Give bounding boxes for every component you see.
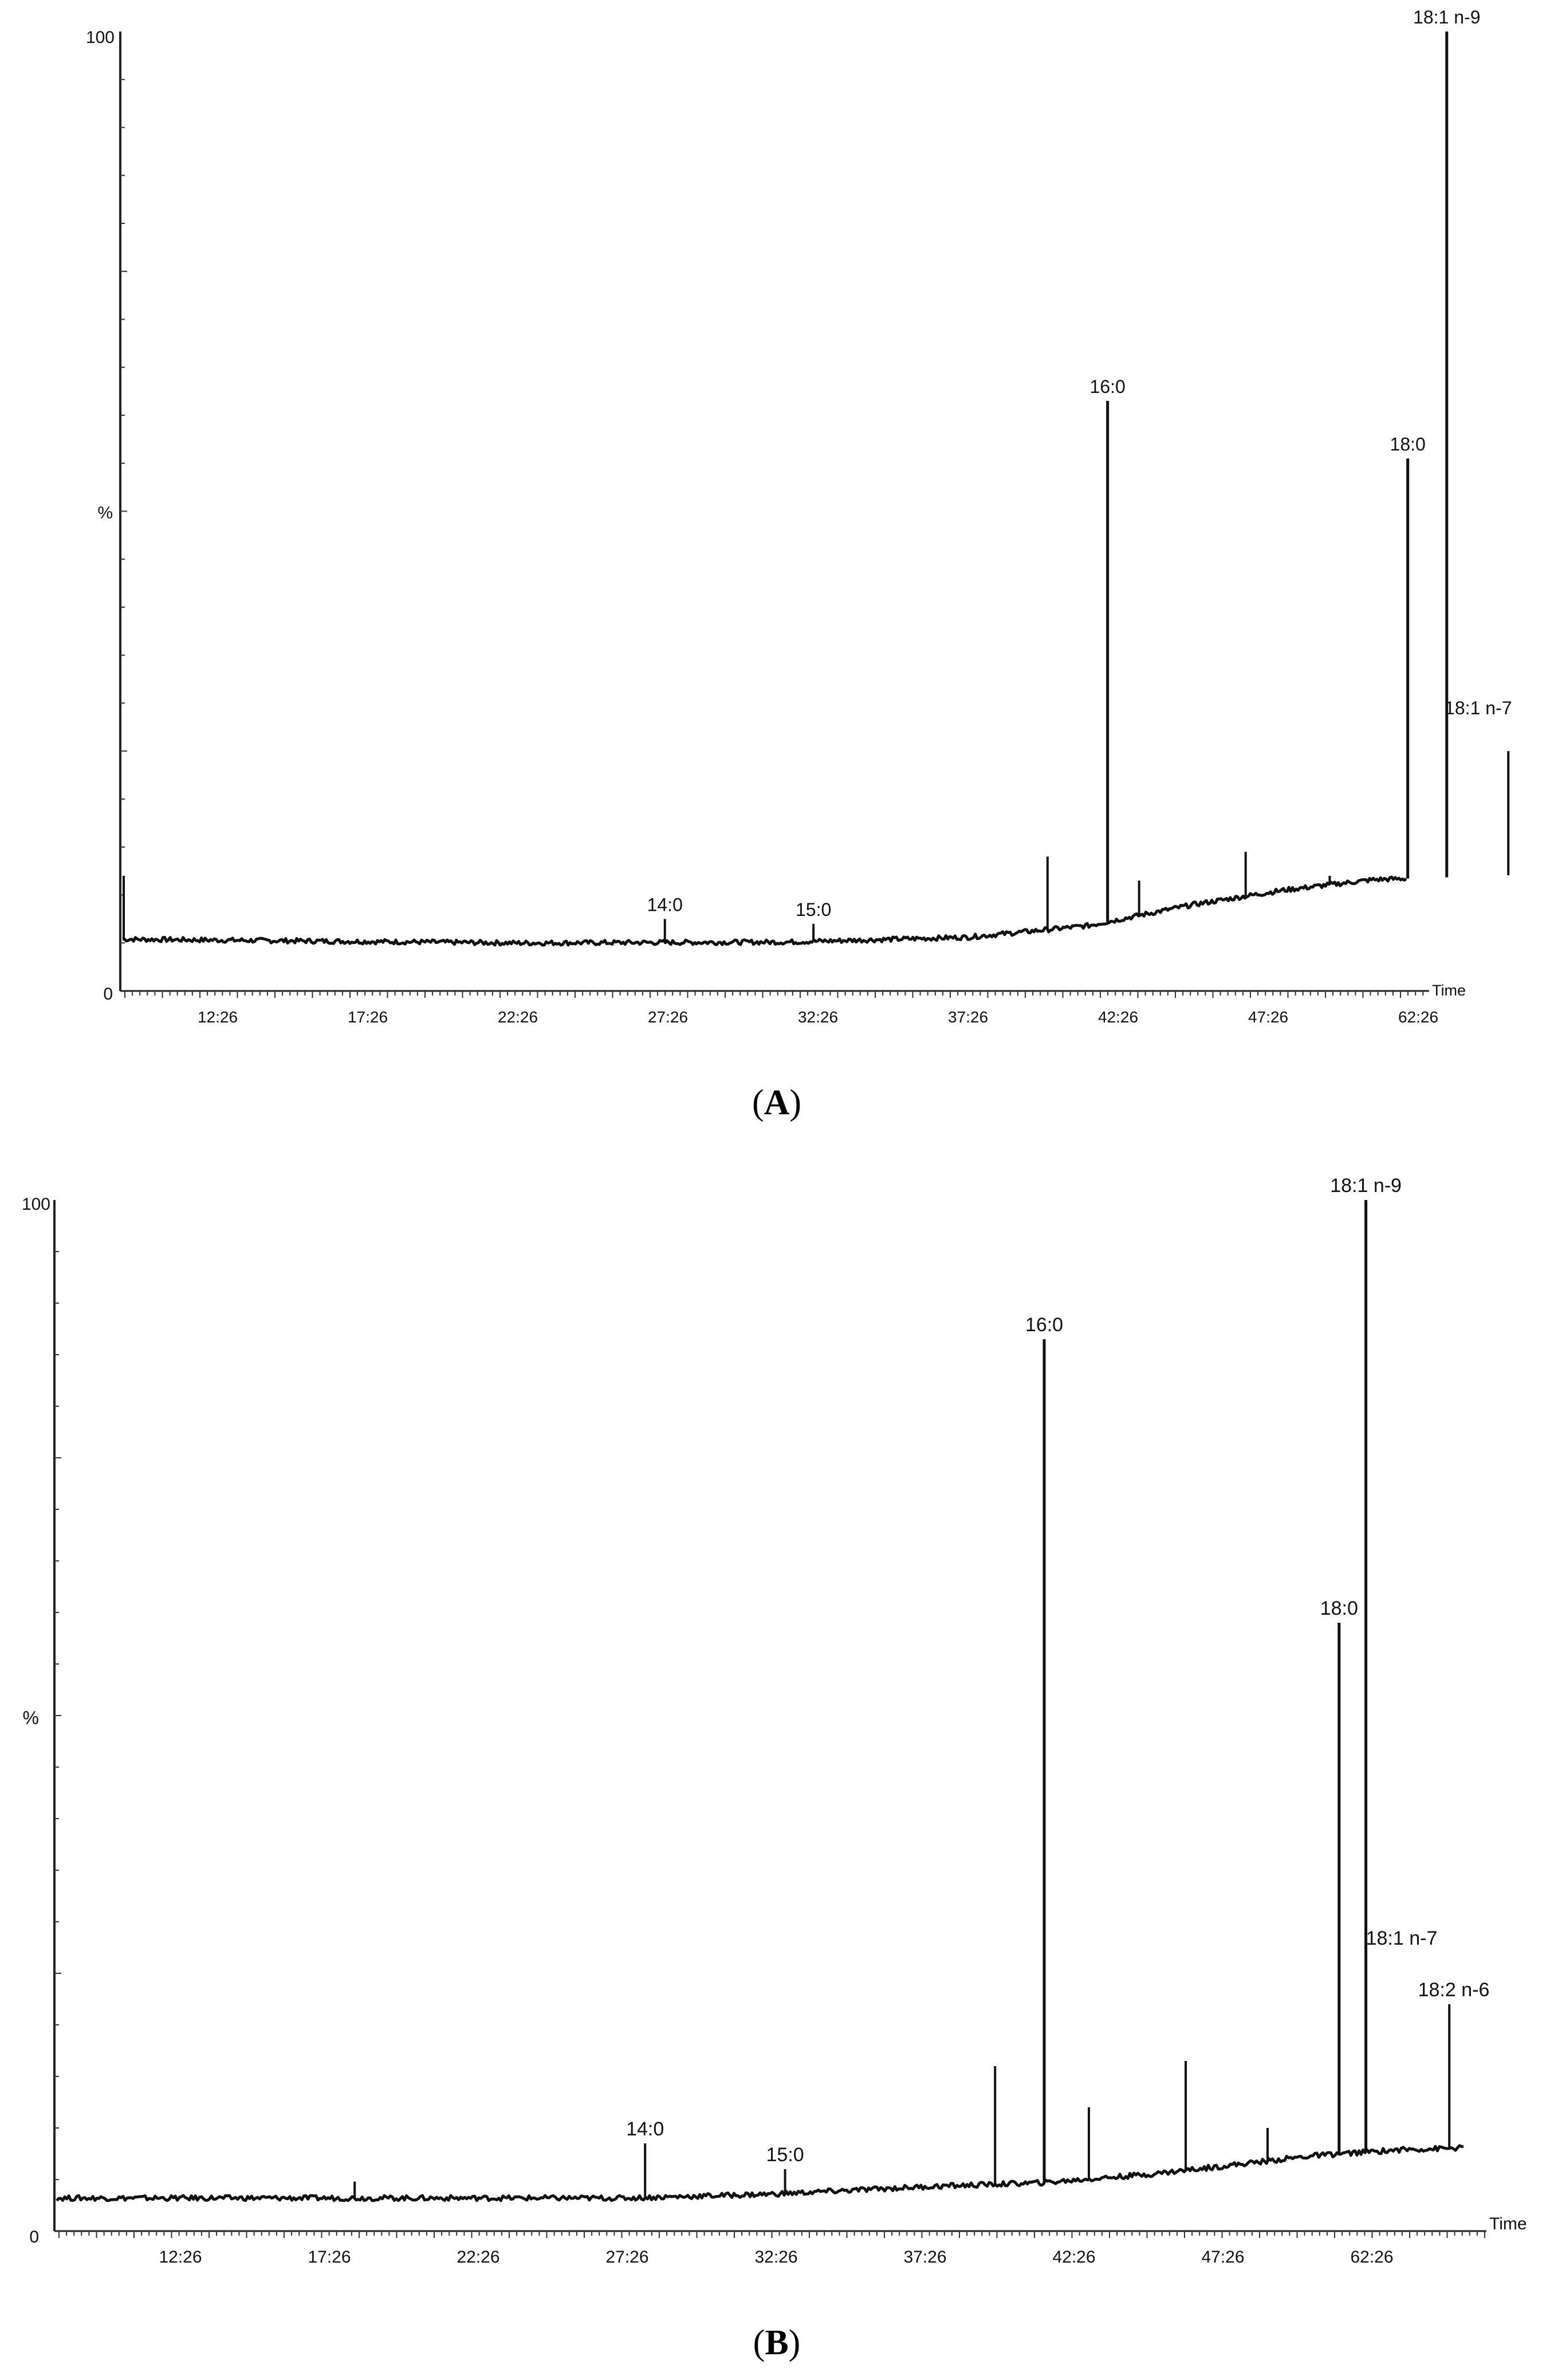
x-tick-label: 47:26 — [1248, 1008, 1288, 1026]
panel-caption-b: (B) — [753, 2323, 801, 2362]
peak-label: 15:0 — [766, 2144, 804, 2166]
x-tick-label: 37:26 — [948, 1008, 988, 1026]
x-tick-label: 37:26 — [903, 2248, 946, 2267]
x-tick-label: 62:26 — [1398, 1008, 1438, 1026]
panel-label-a: A — [764, 1083, 790, 1122]
y-tick-100-a: 100 — [86, 28, 115, 47]
peak-label: 14:0 — [647, 894, 683, 915]
x-tick-label: 42:26 — [1098, 1008, 1138, 1026]
peak-label: 18:2 n-6 — [1418, 1979, 1490, 2001]
x-tick-label: 17:26 — [348, 1008, 388, 1026]
peak-label: 18:0 — [1390, 434, 1426, 454]
y-axis-minor-ticks-a — [120, 78, 127, 944]
chromatogram-panel-a: 100 % 0 12:26 17:26 22:26 27:26 32:26 37:26 42… — [86, 7, 1512, 1122]
x-axis-minor-ticks-b — [58, 2231, 1485, 2238]
y-axis-minor-ticks-b — [54, 1251, 61, 2180]
x-tick-label: 62:26 — [1350, 2248, 1393, 2267]
peak-label: 14:0 — [626, 2118, 664, 2140]
x-tick-label: 17:26 — [308, 2248, 351, 2267]
y-tick-0-b: 0 — [29, 2228, 39, 2247]
x-tick-label: 12:26 — [198, 1008, 238, 1026]
peak-annotations-a: 18:1 n-916:018:018:1 n-720:2 n-620:4 n-6… — [647, 7, 1512, 920]
panel-caption-a: (A) — [752, 1083, 801, 1122]
y-tick-0-a: 0 — [103, 985, 113, 1004]
peak-label: 18:1 n-9 — [1413, 7, 1480, 27]
x-tick-label: 12:26 — [159, 2248, 202, 2267]
chromatogram-panel-b: 100 % 0 12:26 17:26 22:26 27:26 32:26 37:26 42… — [22, 1175, 1527, 2362]
x-axis-tick-labels-b: 12:26 17:26 22:26 27:26 32:26 37:26 42:26 47:26… — [159, 2248, 1393, 2267]
x-tick-label: 22:26 — [498, 1008, 538, 1026]
peak-label: 15:0 — [796, 899, 831, 920]
panel-label-b: B — [765, 2323, 788, 2362]
x-axis-label-a: Time — [1432, 982, 1466, 999]
x-tick-label: 32:26 — [754, 2248, 797, 2267]
peak-label: 16:0 — [1025, 1314, 1063, 1336]
x-tick-label: 27:26 — [648, 1008, 688, 1026]
x-tick-label: 47:26 — [1201, 2248, 1244, 2267]
chromatogram-trace-b — [56, 2144, 1464, 2202]
x-tick-label: 42:26 — [1052, 2248, 1095, 2267]
x-tick-label: 27:26 — [605, 2248, 648, 2267]
x-tick-label: 22:26 — [457, 2248, 499, 2267]
chromatogram-trace-a — [122, 875, 1407, 947]
peak-label: 18:1 n-9 — [1330, 1175, 1402, 1197]
peak-label: 18:1 n-7 — [1366, 1927, 1438, 1949]
x-axis-label-b: Time — [1489, 2214, 1527, 2233]
x-tick-label: 32:26 — [798, 1008, 838, 1026]
peak-lines-a — [123, 32, 1510, 943]
peak-lines-b — [353, 1200, 1451, 2198]
peak-label: 18:1 n-7 — [1445, 698, 1512, 718]
peak-label: 16:0 — [1090, 376, 1126, 397]
y-axis-label-a: % — [97, 503, 113, 522]
y-axis-label-b: % — [23, 1708, 39, 1728]
peak-annotations-b: 18:1 n-916:018:018:1 n-718:2 n-620:4 n-6… — [626, 1175, 1490, 2166]
y-tick-100-b: 100 — [22, 1195, 50, 1214]
x-axis-tick-labels-a: 12:26 17:26 22:26 27:26 32:26 37:26 42:26 47:26… — [198, 1008, 1438, 1026]
x-axis-minor-ticks-a — [124, 991, 1424, 998]
peak-label: 18:0 — [1320, 1598, 1358, 1619]
